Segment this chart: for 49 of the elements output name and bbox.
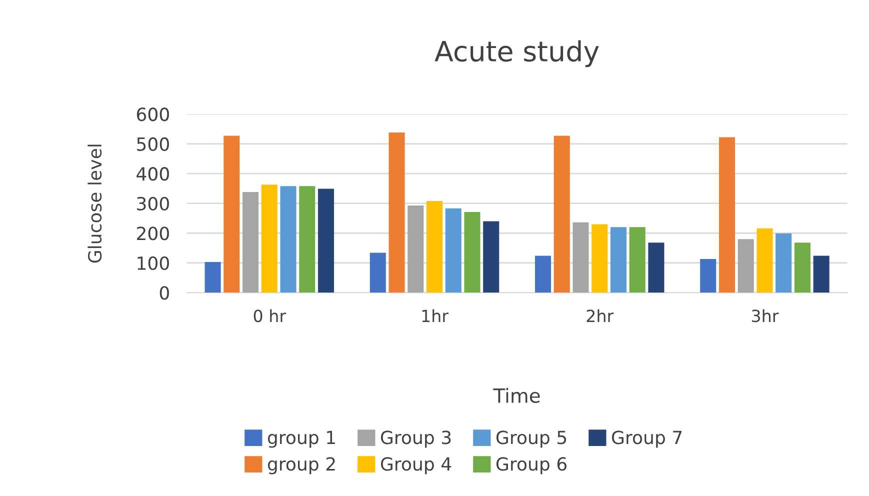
- y-axis-title: Glucose level: [88, 144, 102, 263]
- bar: [776, 233, 792, 293]
- bar: [318, 188, 334, 293]
- y-tick-label: 0: [160, 286, 169, 300]
- bar: [610, 227, 626, 293]
- bar: [794, 242, 810, 293]
- bar: [572, 222, 589, 293]
- bar: [204, 262, 221, 293]
- x-tick-label: 0 hr: [254, 309, 286, 322]
- bar: [261, 184, 278, 293]
- bar: [242, 192, 259, 293]
- legend-label: Group 4: [380, 457, 452, 474]
- bar: [388, 132, 405, 293]
- x-tick-label: 2hr: [586, 309, 614, 322]
- bar: [483, 221, 500, 293]
- legend-label: Group 6: [496, 457, 567, 474]
- legend-label: group 1: [268, 430, 335, 448]
- legend-label: Group 3: [380, 430, 451, 448]
- bar: [738, 239, 754, 293]
- bar: [700, 259, 716, 293]
- y-tick-label: 300: [137, 196, 169, 210]
- y-tick-label: 100: [138, 256, 169, 270]
- bar: [464, 212, 480, 293]
- bar: [629, 227, 646, 293]
- x-axis-title: Time: [493, 388, 540, 403]
- bar: [534, 256, 552, 293]
- bar: [554, 136, 570, 293]
- y-tick-label: 500: [137, 137, 169, 151]
- bar: [370, 252, 386, 293]
- bar: [426, 200, 443, 293]
- y-tick-label: 200: [137, 226, 169, 240]
- bar: [299, 186, 316, 293]
- bar: [408, 205, 424, 293]
- legend-label: Group 7: [612, 430, 682, 448]
- y-tick-label: 400: [136, 167, 169, 181]
- legend-label: Group 5: [496, 430, 566, 448]
- bar: [224, 136, 240, 293]
- bar: [813, 256, 830, 293]
- bar: [280, 186, 296, 293]
- bar: [756, 228, 773, 293]
- bar: [445, 208, 462, 293]
- legend-label: group 2: [268, 457, 335, 474]
- chart-title: Acute study: [434, 40, 599, 68]
- x-tick-label: 1hr: [422, 309, 449, 322]
- bar: [592, 224, 608, 293]
- x-tick-label: 3hr: [752, 309, 779, 322]
- bar: [718, 137, 735, 293]
- y-tick-label: 600: [136, 108, 169, 122]
- bar: [648, 242, 664, 293]
